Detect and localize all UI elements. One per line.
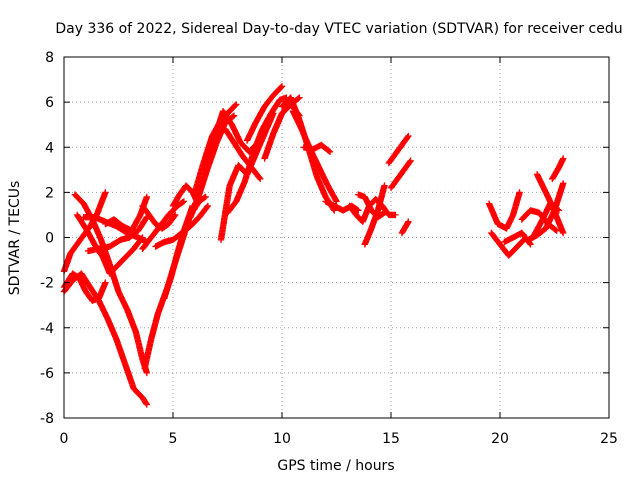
series-30 <box>385 132 412 167</box>
series-points <box>485 189 523 232</box>
series-9 <box>139 202 179 232</box>
x-tick-label: 25 <box>600 431 618 447</box>
y-tick-label: -8 <box>40 411 54 427</box>
series-40 <box>549 155 567 182</box>
y-tick-label: -2 <box>40 276 54 292</box>
y-tick-label: 6 <box>45 95 54 111</box>
series-points <box>102 193 150 234</box>
x-tick-label: 10 <box>273 431 291 447</box>
y-tick-label: -4 <box>40 321 54 337</box>
series-19 <box>224 94 290 216</box>
x-tick-label: 15 <box>382 431 400 447</box>
series-31 <box>387 157 414 192</box>
x-tick-label: 5 <box>169 431 178 447</box>
x-tick-label: 0 <box>60 431 69 447</box>
series-32 <box>398 218 412 237</box>
chart-title: Day 336 of 2022, Sidereal Day-to-day VTE… <box>55 21 622 37</box>
series-20 <box>243 83 286 144</box>
y-axis-label: SDTVAR / TECUs <box>7 181 23 296</box>
series-points <box>224 94 290 216</box>
y-tick-label: 0 <box>45 231 54 247</box>
series-points <box>385 132 412 167</box>
series-points <box>533 171 567 237</box>
series-points <box>202 108 262 173</box>
series-points <box>289 108 340 205</box>
series-points <box>398 218 412 237</box>
y-tick-label: 8 <box>45 50 54 66</box>
series-points <box>139 202 179 232</box>
series-points <box>243 83 286 144</box>
series-points <box>488 229 530 259</box>
axis-ticks: 0 5 10 15 20 25 -8 -6 -4 -2 0 2 4 6 8 <box>40 50 618 447</box>
series-6 <box>84 214 150 255</box>
series-7 <box>102 193 150 234</box>
data-points <box>60 83 567 408</box>
y-tick-label: -6 <box>40 366 54 382</box>
series-24 <box>289 108 340 205</box>
y-tick-label: 2 <box>45 185 54 201</box>
series-16 <box>202 108 262 173</box>
series-points <box>387 157 414 192</box>
series-29 <box>361 182 388 248</box>
series-25 <box>300 141 334 155</box>
series-points <box>84 214 150 255</box>
series-33 <box>485 189 523 232</box>
x-axis-label: GPS time / hours <box>277 458 394 474</box>
y-tick-label: 4 <box>45 140 54 156</box>
series-39 <box>533 171 567 237</box>
series-34 <box>488 229 530 259</box>
series-points <box>549 155 567 182</box>
x-tick-label: 20 <box>491 431 509 447</box>
series-points <box>300 141 334 155</box>
series-points <box>361 182 388 248</box>
